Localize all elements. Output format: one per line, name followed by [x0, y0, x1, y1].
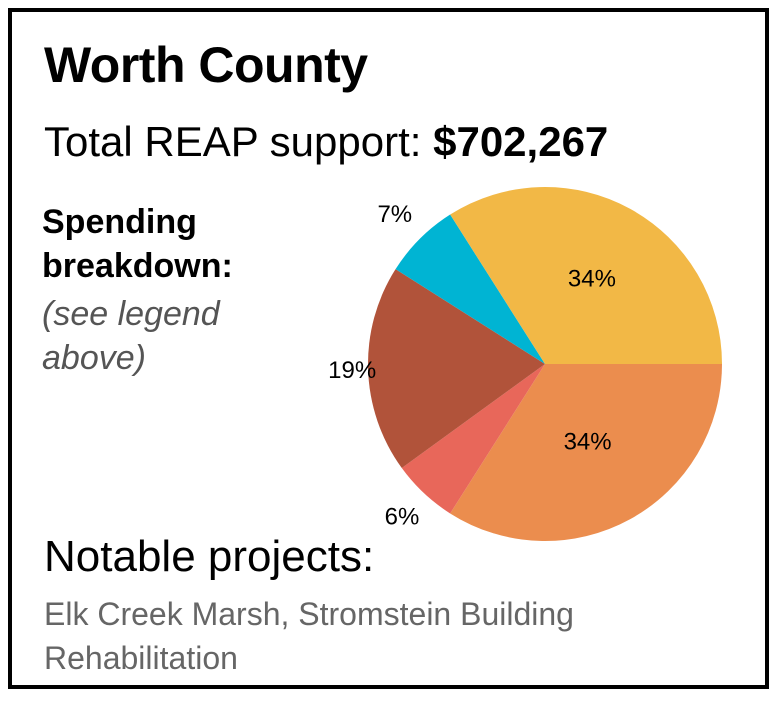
pie-slice-label-3: 19%: [328, 357, 376, 384]
pie-slice-label-4: 7%: [377, 201, 412, 228]
total-support-label: Total REAP support:: [44, 118, 434, 165]
pie-slice-label-5: 34%: [568, 266, 616, 293]
pie-slice-4: [395, 214, 545, 364]
county-title: Worth County: [44, 37, 368, 93]
legend-note-line2: above): [42, 339, 146, 377]
spending-breakdown-heading: Spending breakdown:: [42, 200, 233, 288]
legend-note-line1: (see legend: [42, 295, 220, 333]
legend-note: (see legend above): [42, 292, 220, 380]
pie-slice-3: [367, 269, 545, 469]
total-support-amount: $702,267: [433, 118, 609, 165]
spending-heading-line2: breakdown:: [42, 247, 233, 285]
spending-heading-line1: Spending: [42, 203, 197, 241]
total-support-line: Total REAP support: $702,267: [44, 121, 608, 163]
pie-slice-5: [450, 186, 722, 364]
pie-slice-label-2: 6%: [385, 503, 420, 530]
pie-slice-1: [450, 364, 722, 542]
pie-slice-label-1: 34%: [564, 429, 612, 456]
pie-slices: [367, 186, 722, 542]
pie-labels: 34% 6% 19% 7% 34%: [328, 201, 616, 530]
pie-slice-2: [401, 364, 545, 514]
notable-projects-list: Elk Creek Marsh, Stromstein Building Reh…: [44, 596, 574, 676]
notable-projects-heading: Notable projects:: [44, 532, 375, 581]
